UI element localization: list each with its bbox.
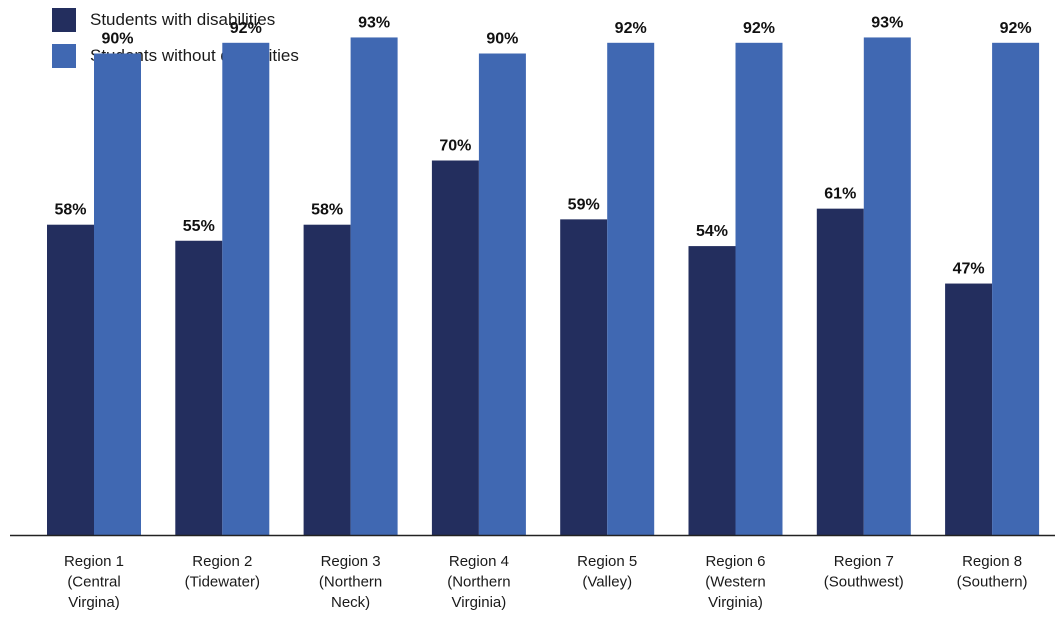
legend-label-with-disabilities: Students with disabilities (90, 10, 276, 29)
legend-swatch-without-disabilities (52, 44, 76, 68)
value-label-with-region-6: 54% (696, 223, 728, 240)
bar-without-disabilities-region-7 (863, 37, 911, 535)
value-label-without-region-2: 92% (230, 20, 262, 37)
bar-with-disabilities-region-2 (175, 240, 223, 535)
x-tick-label-region-1: Region 1 (Central Virgina) (64, 553, 124, 611)
bar-without-disabilities-region-5 (607, 42, 655, 536)
x-tick-label-region-3: Region 3 (Northern Neck) (319, 553, 382, 611)
value-label-without-region-7: 93% (871, 14, 903, 31)
value-label-without-region-4: 90% (486, 31, 518, 48)
x-tick-label-region-6: Region 6 (Western Virginia) (705, 553, 766, 611)
bar-without-disabilities-region-3 (350, 37, 398, 535)
value-label-with-region-4: 70% (439, 138, 471, 155)
value-label-with-region-2: 55% (183, 218, 215, 235)
bar-with-disabilities-region-6 (688, 246, 736, 535)
value-label-without-region-8: 92% (1000, 20, 1032, 37)
value-label-with-region-1: 58% (54, 202, 86, 219)
bar-without-disabilities-region-1 (94, 53, 141, 535)
bar-with-disabilities-region-1 (47, 224, 94, 535)
value-label-with-region-7: 61% (824, 186, 856, 203)
bar-without-disabilities-region-8 (992, 42, 1040, 536)
bar-with-disabilities-region-4 (431, 160, 479, 535)
value-label-with-region-5: 59% (568, 196, 600, 213)
bar-without-disabilities-region-6 (735, 42, 783, 536)
x-tick-label-region-5: Region 5 (Valley) (577, 553, 637, 591)
bar-with-disabilities-region-5 (560, 219, 608, 535)
value-label-with-region-8: 47% (953, 261, 985, 278)
x-tick-label-region-8: Region 8 (Southern) (957, 553, 1028, 591)
value-label-with-region-3: 58% (311, 202, 343, 219)
value-label-without-region-6: 92% (743, 20, 775, 37)
bar-with-disabilities-region-3 (303, 224, 351, 535)
bar-with-disabilities-region-8 (945, 283, 993, 535)
bar-without-disabilities-region-2 (222, 42, 270, 536)
x-tick-label-region-4: Region 4 (Northern Virginia) (447, 553, 510, 611)
x-tick-label-region-2: Region 2 (Tidewater) (185, 553, 260, 591)
value-label-without-region-5: 92% (615, 20, 647, 37)
value-label-without-region-1: 90% (101, 31, 133, 48)
x-tick-label-region-7: Region 7 (Southwest) (824, 553, 904, 591)
bar-with-disabilities-region-7 (816, 208, 864, 535)
legend-item-with-disabilities: Students with disabilities (52, 8, 299, 32)
value-label-without-region-3: 93% (358, 14, 390, 31)
bar-without-disabilities-region-4 (478, 53, 526, 535)
legend-swatch-with-disabilities (52, 8, 76, 32)
